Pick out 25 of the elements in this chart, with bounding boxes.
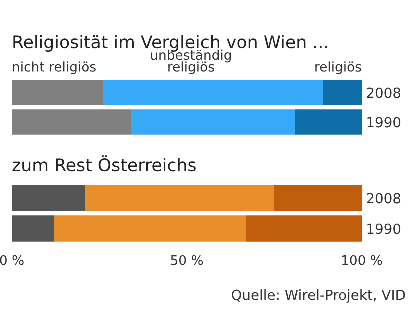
series-label: religiös <box>316 62 362 74</box>
y-tick-label: 1990 <box>368 117 401 128</box>
bar <box>12 216 54 242</box>
bar <box>324 80 362 106</box>
y-tick-label: 1990 <box>368 224 401 234</box>
chart-title: zum Rest Österreichs <box>12 156 196 172</box>
y-tick-label: 2008 <box>367 88 401 98</box>
y-tick-label: 2008 <box>367 193 401 204</box>
x-tick-label: 100 % <box>342 255 382 266</box>
bar <box>12 110 131 135</box>
bar <box>103 80 324 106</box>
series-label: nicht religiös <box>13 62 96 74</box>
bar <box>12 185 86 212</box>
x-tick-label: 0 % <box>0 255 24 266</box>
bar <box>246 216 362 242</box>
x-tick-label: 50 % <box>171 255 204 266</box>
source-note: Quelle: Wirel-Projekt, VID <box>232 290 406 303</box>
bar <box>12 80 103 106</box>
bar <box>274 185 362 212</box>
bar <box>54 216 246 242</box>
series-label: unbeständig religiös <box>151 50 232 74</box>
bar <box>296 110 362 135</box>
bar <box>86 185 274 212</box>
bar <box>131 110 296 135</box>
chart-title: Religiosität im Vergleich von Wien ... <box>14 35 328 52</box>
